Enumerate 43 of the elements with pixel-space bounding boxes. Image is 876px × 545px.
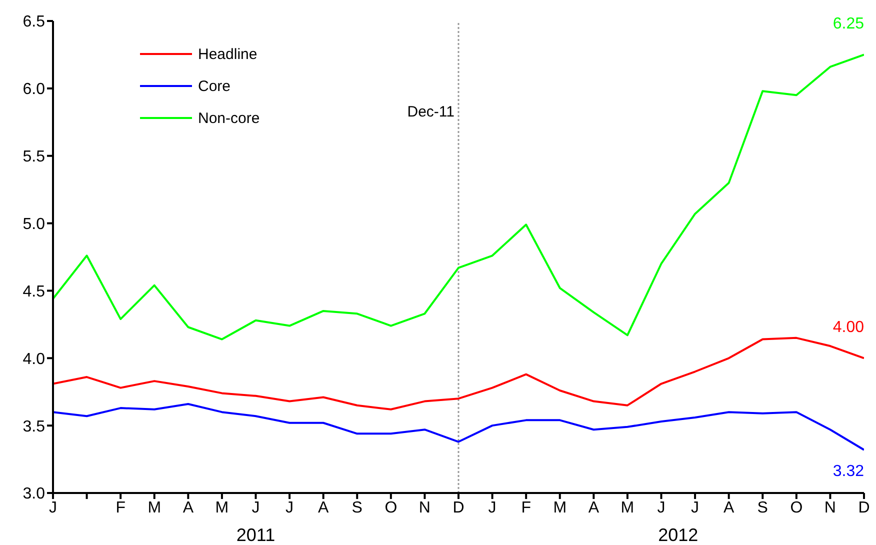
legend-label: Non-core <box>198 110 260 126</box>
x-tick-label: J <box>286 499 294 516</box>
x-tick-label: F <box>116 499 126 516</box>
data-label: 4.00 <box>832 319 864 336</box>
y-tick-label: 4.5 <box>22 283 46 300</box>
y-tick-label: 3.5 <box>22 418 46 436</box>
x-tick-label: N <box>418 499 430 516</box>
data-label: 3.32 <box>832 462 864 480</box>
x-tick-label: F <box>521 499 532 516</box>
x-tick-label: M <box>553 499 567 516</box>
x-tick-label: M <box>620 499 634 516</box>
x-tick-label: S <box>352 499 362 516</box>
x-tick-label: N <box>824 499 836 516</box>
x-tick-label: D <box>452 499 464 516</box>
x-tick-label: O <box>384 499 398 516</box>
legend-label: Headline <box>198 46 258 62</box>
line-series <box>53 336 864 410</box>
y-tick-label: 4.0 <box>22 350 46 368</box>
x-tick-label: J <box>691 499 700 516</box>
ref-line-label: Dec-11 <box>407 104 454 121</box>
x-tick-label: J <box>252 499 260 516</box>
x-tick-label: A <box>588 499 600 516</box>
x-tick-label: J <box>657 499 666 516</box>
x-tick-label: J <box>49 499 57 516</box>
y-tick-label: 5.5 <box>22 148 46 166</box>
x-tick-label: D <box>858 499 870 516</box>
line-series <box>53 402 864 451</box>
x-tick-label: M <box>148 499 162 516</box>
legend-label: Core <box>198 78 231 94</box>
x-tick-label: O <box>790 499 803 516</box>
text: 2011 <box>236 525 276 545</box>
y-tick-label: 3.0 <box>22 486 46 503</box>
x-tick-label: A <box>182 499 194 516</box>
y-tick-label: 6.5 <box>22 14 46 31</box>
y-tick-label: 5.0 <box>22 216 46 233</box>
text: 2012 <box>658 525 698 545</box>
data-label: 6.25 <box>832 16 864 33</box>
x-tick-label: A <box>318 499 329 516</box>
x-tick-label: A <box>723 499 734 516</box>
x-tick-label: S <box>757 499 768 516</box>
y-tick-label: 6.0 <box>22 81 46 98</box>
x-tick-label: J <box>488 499 496 516</box>
x-tick-label: M <box>215 499 229 516</box>
